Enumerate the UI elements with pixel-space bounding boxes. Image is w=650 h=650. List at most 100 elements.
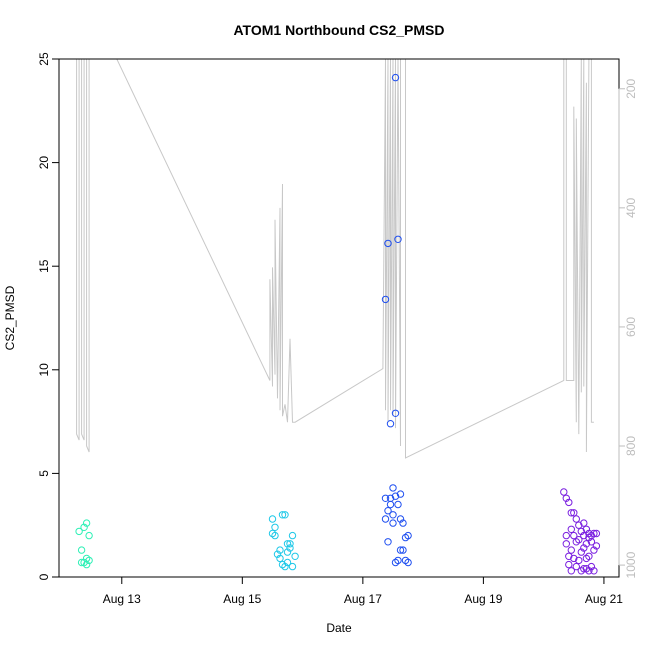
data-point bbox=[567, 546, 575, 554]
data-point bbox=[291, 552, 299, 560]
data-point bbox=[384, 538, 392, 546]
data-point bbox=[577, 548, 585, 556]
data-point bbox=[585, 552, 593, 560]
data-point bbox=[381, 494, 390, 502]
data-point bbox=[570, 531, 578, 540]
data-point bbox=[288, 531, 297, 540]
data-point bbox=[77, 546, 86, 554]
y2-tick-label: 1000 bbox=[624, 551, 638, 578]
data-point bbox=[384, 239, 392, 248]
y-tick-label: 5 bbox=[37, 470, 51, 477]
data-point bbox=[283, 548, 292, 556]
x-tick-label: Aug 15 bbox=[223, 592, 261, 606]
data-point bbox=[582, 540, 591, 548]
y-tick-label: 0 bbox=[37, 573, 51, 580]
data-point bbox=[580, 565, 588, 573]
y-tick-label: 10 bbox=[37, 363, 51, 377]
data-point bbox=[560, 488, 568, 496]
data-point bbox=[271, 531, 279, 540]
data-point bbox=[75, 527, 83, 536]
data-point bbox=[565, 552, 573, 560]
data-point bbox=[82, 519, 91, 527]
data-point bbox=[590, 567, 598, 575]
data-point bbox=[278, 560, 287, 569]
data-point bbox=[77, 558, 86, 567]
data-point bbox=[80, 523, 88, 531]
data-point bbox=[268, 515, 277, 523]
data-point bbox=[386, 420, 395, 428]
y-tick-label: 15 bbox=[37, 259, 51, 273]
data-point bbox=[562, 494, 570, 502]
data-point bbox=[394, 556, 402, 565]
y2-tick-label: 400 bbox=[624, 198, 638, 218]
data-point bbox=[391, 409, 400, 417]
data-point bbox=[567, 509, 575, 517]
data-point bbox=[590, 546, 598, 554]
data-point bbox=[580, 519, 588, 527]
data-point bbox=[582, 554, 591, 563]
y-axis-label: CS2_PMSD bbox=[3, 285, 17, 350]
data-point bbox=[565, 498, 573, 507]
data-point bbox=[585, 533, 593, 542]
x-tick-label: Aug 13 bbox=[103, 592, 141, 606]
data-point bbox=[582, 565, 591, 573]
data-point bbox=[278, 511, 287, 519]
data-point bbox=[396, 546, 405, 554]
data-point bbox=[381, 515, 390, 523]
data-point bbox=[399, 519, 407, 527]
secondary-line bbox=[76, 59, 594, 459]
data-point bbox=[394, 500, 402, 509]
data-point bbox=[281, 511, 289, 519]
data-point bbox=[572, 562, 580, 571]
data-point bbox=[389, 511, 397, 519]
line-layer bbox=[76, 59, 594, 459]
data-point bbox=[572, 538, 580, 546]
y2-tick-label: 600 bbox=[624, 317, 638, 337]
data-point bbox=[577, 567, 585, 575]
data-point bbox=[404, 531, 412, 540]
data-point bbox=[276, 546, 284, 554]
data-point bbox=[391, 558, 400, 567]
data-point bbox=[283, 558, 292, 567]
data-point bbox=[577, 527, 585, 536]
y2-tick-label: 800 bbox=[624, 436, 638, 456]
data-point bbox=[276, 554, 284, 563]
plot-frame bbox=[58, 58, 620, 578]
data-point bbox=[82, 560, 91, 569]
data-point bbox=[85, 531, 93, 540]
data-point bbox=[271, 523, 279, 531]
data-point bbox=[570, 554, 578, 563]
data-point bbox=[585, 567, 593, 575]
data-point bbox=[590, 529, 598, 538]
data-point bbox=[572, 515, 580, 523]
data-point bbox=[575, 556, 583, 565]
points-layer bbox=[75, 73, 601, 575]
x-axis: Aug 13 Aug 15 Aug 17 Aug 19 Aug 21 bbox=[103, 576, 623, 606]
data-point bbox=[592, 542, 601, 550]
data-point bbox=[389, 519, 397, 527]
y2-axis: 200 400 600 800 1000 bbox=[618, 78, 638, 578]
data-point bbox=[288, 562, 297, 571]
data-point bbox=[587, 538, 596, 546]
x-tick-label: Aug 21 bbox=[585, 592, 623, 606]
chart-title: ATOM1 Northbound CS2_PMSD bbox=[233, 22, 444, 38]
data-point bbox=[575, 536, 583, 544]
data-point bbox=[399, 546, 407, 554]
data-point bbox=[396, 490, 405, 498]
data-point bbox=[384, 507, 392, 515]
data-point bbox=[575, 521, 583, 529]
x-tick-label: Aug 17 bbox=[344, 592, 382, 606]
data-point bbox=[286, 540, 294, 548]
data-point bbox=[580, 531, 588, 540]
data-point bbox=[404, 558, 412, 567]
data-point bbox=[283, 540, 292, 548]
data-point bbox=[273, 550, 282, 558]
data-point bbox=[389, 484, 397, 492]
data-point bbox=[570, 509, 578, 517]
y-axis: 0 5 10 15 20 25 bbox=[37, 52, 59, 580]
data-point bbox=[562, 531, 570, 540]
data-point bbox=[567, 567, 575, 575]
data-point bbox=[381, 295, 390, 304]
data-point bbox=[585, 529, 593, 538]
